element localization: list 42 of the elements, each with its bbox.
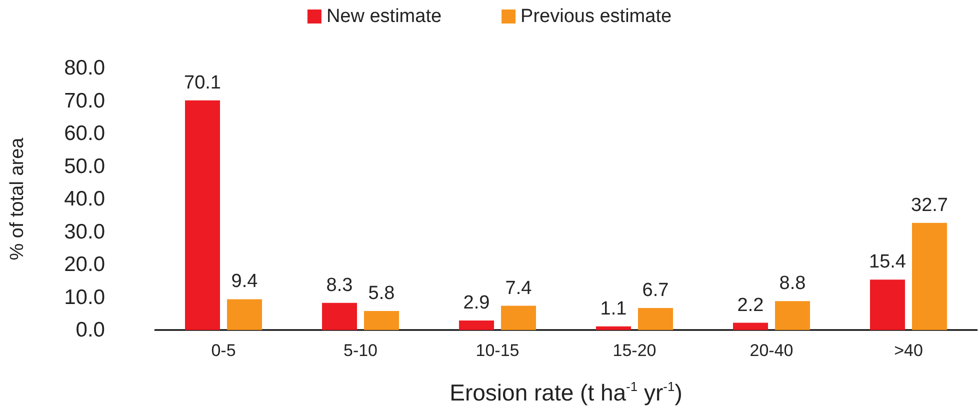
data-label: 1.1	[600, 298, 627, 320]
x-tick-label: 20-40	[750, 341, 794, 360]
y-tick-label: 40.0	[64, 188, 105, 210]
y-tick-label: 50.0	[64, 154, 105, 178]
x-tick-label: 15-20	[612, 341, 656, 360]
y-tick-label: 0.0	[76, 318, 105, 342]
bar	[596, 326, 631, 330]
y-tick-label: 10.0	[64, 286, 105, 309]
data-label: 2.9	[463, 292, 490, 314]
y-tick-label: 80.0	[64, 56, 105, 80]
data-label: 32.7	[911, 194, 948, 216]
data-label: 15.4	[869, 252, 906, 273]
bar	[638, 308, 673, 330]
legend-label: New estimate	[326, 6, 442, 27]
y-tick-label: 20.0	[64, 253, 105, 276]
x-tick-label: >40	[894, 341, 923, 360]
bar	[912, 222, 947, 330]
y-tick-label: 70.0	[64, 89, 105, 112]
x-tick-label: 0-5	[211, 341, 236, 360]
data-label: 70.1	[184, 72, 221, 94]
bar	[185, 100, 220, 330]
bar	[870, 280, 905, 330]
bar	[733, 322, 768, 330]
bar	[364, 311, 399, 330]
legend-label: Previous estimate	[520, 6, 672, 27]
bar	[459, 320, 494, 330]
data-label: 2.2	[737, 294, 764, 316]
x-tick-label: 5-10	[343, 341, 378, 360]
data-label: 5.8	[368, 283, 395, 304]
y-axis-title: % of total area	[7, 137, 28, 260]
y-tick-label: 30.0	[64, 220, 105, 244]
data-label: 7.4	[505, 278, 532, 299]
bar	[775, 301, 810, 330]
data-label: 8.3	[326, 274, 353, 296]
bar	[227, 299, 262, 330]
bar	[501, 306, 536, 330]
x-tick-label: 10-15	[476, 341, 520, 360]
bar	[322, 302, 357, 330]
y-tick-label: 60.0	[64, 122, 105, 145]
data-label: 9.4	[231, 271, 258, 292]
data-label: 8.8	[779, 273, 806, 294]
data-label: 6.7	[642, 280, 669, 302]
